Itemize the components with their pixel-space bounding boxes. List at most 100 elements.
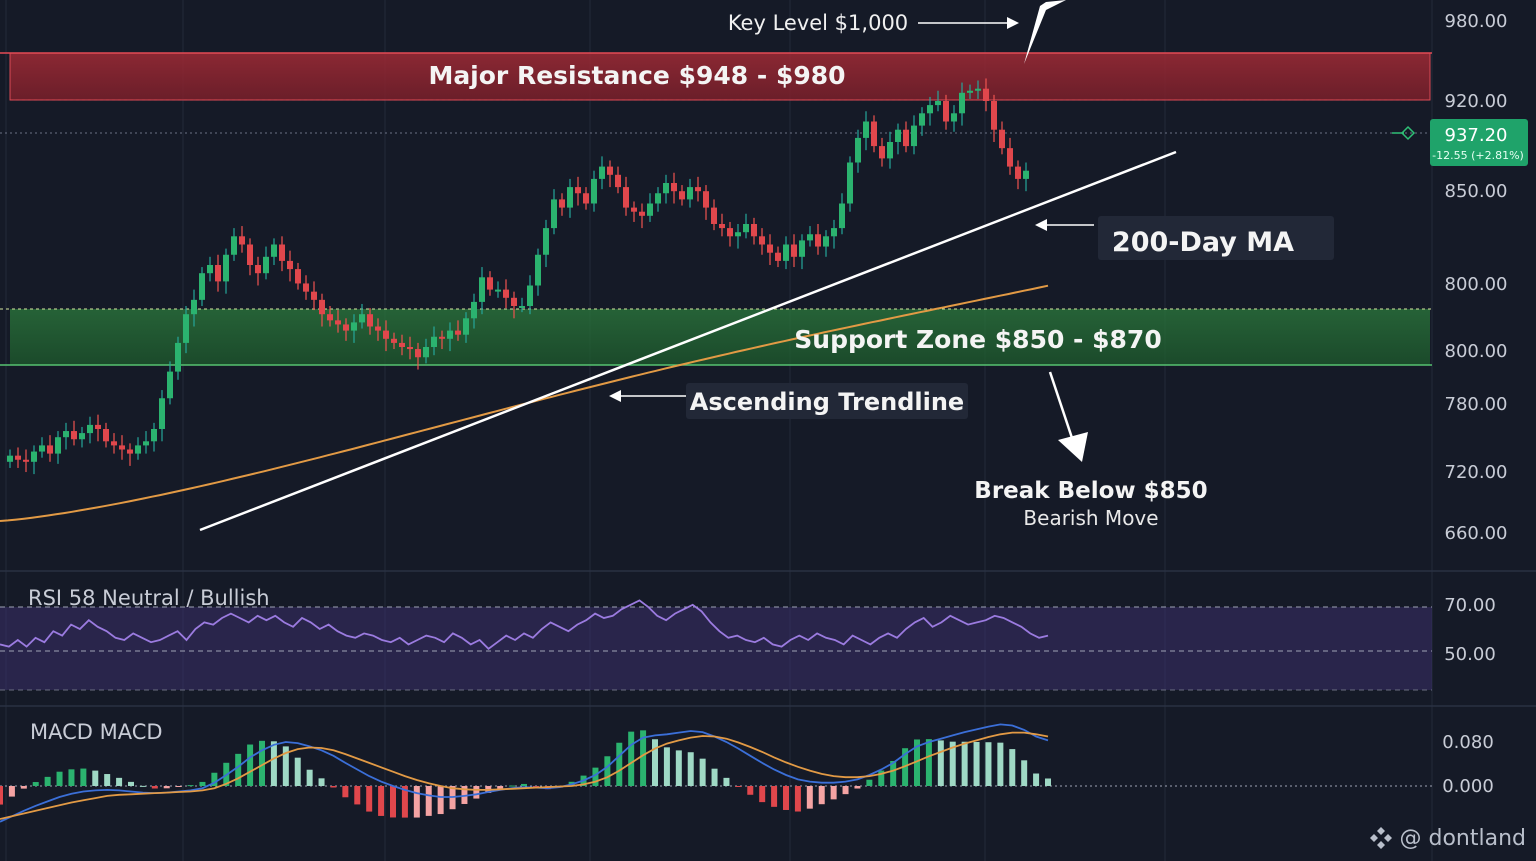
macd-histogram-bar (783, 786, 789, 810)
candle (1007, 137, 1013, 175)
price-tick-label: 780.00 (1445, 394, 1508, 415)
macd-histogram-bar (949, 741, 956, 786)
resistance-label: Major Resistance $948 - $980 (428, 61, 845, 90)
macd-histogram-bar (56, 771, 63, 786)
rsi-title: RSI 58 Neutral / Bullish (28, 586, 270, 610)
macd-histogram-bar (32, 782, 39, 786)
macd-histogram-bar (830, 786, 837, 800)
macd-histogram-bar (640, 730, 647, 786)
macd-histogram-bar (80, 768, 87, 786)
candle (583, 187, 589, 210)
macd-histogram-bar (1021, 760, 1028, 786)
candle (255, 256, 261, 286)
price-axis: 980.00 920.00 850.00 800.00 800.00 780.00 720.… (1445, 11, 1508, 544)
trendline-label: Ascending Trendline (690, 388, 964, 416)
watermark-text: @ dontland (1399, 825, 1527, 851)
key-level-label: Key Level $1,000 (728, 11, 908, 35)
candle (767, 234, 773, 265)
macd-histogram-bar (759, 786, 766, 803)
macd-histogram-bar (806, 786, 813, 809)
candle (239, 226, 245, 253)
candle (175, 336, 181, 380)
candle (199, 267, 205, 306)
candle (535, 248, 541, 296)
candle (647, 193, 653, 222)
macd-histogram-bar (378, 786, 385, 816)
macd-histogram-bar (104, 774, 111, 786)
candle (983, 78, 989, 112)
candle (399, 334, 405, 356)
candle (191, 289, 197, 327)
candle (711, 199, 717, 231)
candle (63, 422, 69, 450)
macd-histogram-bar (390, 786, 396, 818)
candle (871, 115, 877, 153)
candle (695, 176, 701, 202)
macd-histogram-bar (44, 776, 51, 786)
candle (935, 90, 941, 112)
candle (95, 414, 101, 442)
macd-histogram-bar (842, 786, 849, 795)
candle (15, 447, 21, 468)
candle (503, 279, 509, 309)
candlesticks (7, 78, 1029, 475)
macd-histogram-bar (282, 746, 289, 786)
macd-histogram-bar (294, 757, 301, 786)
macd-histogram-bar (878, 770, 885, 786)
candle (479, 267, 485, 315)
candle (215, 254, 221, 292)
candle (1023, 162, 1029, 192)
macd-histogram-bar (20, 786, 27, 789)
trendline-annotation: Ascending Trendline (609, 383, 968, 419)
macd-histogram-bar (675, 750, 682, 786)
macd-histogram-bar (1045, 778, 1051, 786)
candle (127, 443, 133, 466)
candle (143, 431, 149, 454)
candle (71, 420, 77, 446)
candle (799, 234, 805, 270)
candle (919, 107, 925, 136)
candle (791, 234, 797, 268)
break-annotation: Break Below $850 Bearish Move (974, 371, 1208, 530)
macd-histogram-bar (128, 781, 134, 786)
macd-tick-zero: 0.000 (1442, 776, 1494, 797)
candle (575, 176, 581, 206)
macd-histogram-bar (1033, 773, 1040, 786)
candle (471, 293, 477, 329)
macd-histogram-bar (663, 747, 670, 786)
macd-histogram-bar (735, 786, 742, 787)
macd-histogram-bar (687, 752, 694, 786)
break-title: Break Below $850 (974, 478, 1207, 504)
candle (47, 435, 53, 462)
candle (375, 318, 381, 341)
macd-histogram-bar (699, 758, 706, 786)
candle (1015, 160, 1021, 190)
candle (847, 156, 853, 212)
candle (231, 228, 237, 261)
macd-histogram-bar (401, 786, 408, 818)
grid-lines (5, 0, 1433, 861)
candle (855, 129, 861, 173)
price-tick-label: 660.00 (1445, 523, 1508, 544)
candle (407, 336, 413, 360)
candle (335, 310, 341, 333)
macd-tick-high: 0.080 (1442, 732, 1494, 753)
macd-histogram-bar (914, 739, 920, 786)
candle (87, 416, 93, 444)
candle (567, 178, 573, 218)
macd-histogram-bar (854, 786, 861, 789)
candle (447, 322, 453, 352)
macd-histogram-bar (116, 777, 123, 786)
macd-histogram-bar (937, 740, 944, 786)
macd-histogram-bar (723, 777, 730, 786)
candle (823, 230, 829, 257)
macd-histogram-bar (413, 786, 420, 818)
macd-histogram-bar (425, 786, 432, 816)
price-tick-label: 720.00 (1445, 462, 1508, 483)
candle (383, 320, 389, 352)
macd-histogram-bar (68, 769, 75, 786)
macd-histogram-bar (616, 742, 623, 786)
candle (615, 166, 621, 194)
watermark: @ dontland (1368, 825, 1527, 851)
